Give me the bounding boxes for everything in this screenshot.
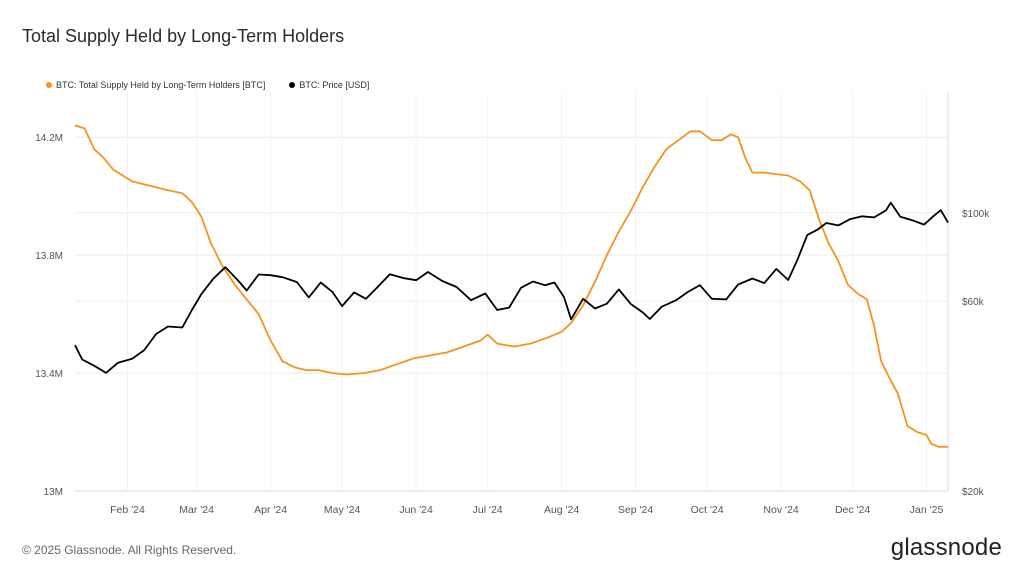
chart-title: Total Supply Held by Long-Term Holders: [22, 26, 345, 46]
chart-legend: BTC: Total Supply Held by Long-Term Hold…: [46, 80, 369, 90]
glassnode-logo[interactable]: glassnode: [890, 534, 1002, 561]
legend-dot-price: [289, 82, 296, 88]
x-tick-label: Apr '24: [254, 504, 287, 516]
legend-label-price: BTC: Price [USD]: [299, 80, 370, 90]
series-line-lth-supply: [74, 124, 948, 448]
x-tick-label: Jun '24: [399, 504, 433, 516]
x-tick-label: Aug '24: [544, 504, 579, 516]
x-tick-label: Dec '24: [835, 504, 870, 516]
series-line-btc-price: [74, 201, 949, 374]
legend-dot-lth-supply: [46, 82, 52, 88]
x-tick-label: Oct '24: [691, 504, 724, 516]
x-tick-label: Sep '24: [618, 504, 653, 516]
y-left-tick-label: 13.4M: [35, 369, 63, 380]
x-tick-label: Nov '24: [763, 504, 798, 516]
y-right-tick-label: $20k: [962, 487, 985, 498]
x-tick-label: Mar '24: [179, 504, 214, 516]
copyright-footer: © 2025 Glassnode. All Rights Reserved.: [22, 543, 237, 557]
y-right-tick-label: $100k: [962, 209, 990, 220]
legend-item-price[interactable]: BTC: Price [USD]: [289, 80, 369, 90]
legend-item-lth-supply[interactable]: BTC: Total Supply Held by Long-Term Hold…: [46, 80, 265, 90]
y-left-tick-label: 13.8M: [35, 251, 63, 262]
x-tick-label: May '24: [324, 504, 361, 516]
legend-label-lth-supply: BTC: Total Supply Held by Long-Term Hold…: [56, 80, 266, 90]
x-tick-label: Jan '25: [910, 504, 944, 516]
y-right-tick-label: $60k: [962, 297, 985, 308]
x-tick-label: Jul '24: [473, 504, 503, 516]
y-left-tick-label: 13M: [44, 487, 63, 498]
y-left-tick-label: 14.2M: [35, 133, 63, 144]
x-tick-label: Feb '24: [110, 504, 145, 516]
